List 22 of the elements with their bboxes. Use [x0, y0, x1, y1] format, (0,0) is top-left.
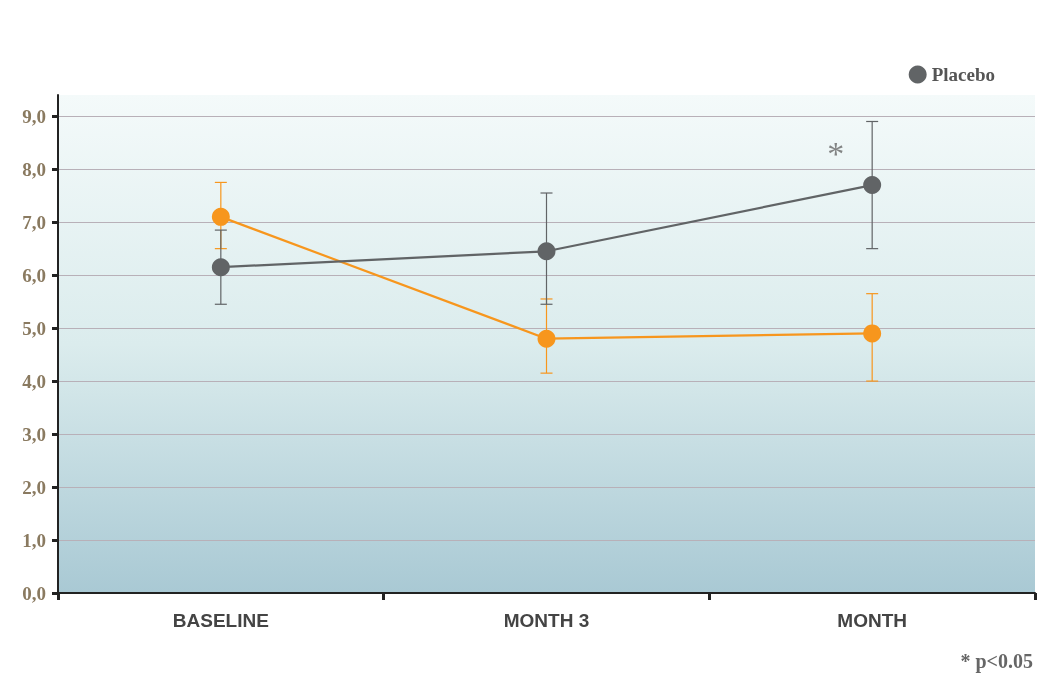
y-tick-label: 9,0 [22, 105, 46, 127]
point [537, 242, 556, 261]
x-tick-label: MONTH [837, 610, 907, 631]
x-tick-label: BASELINE [172, 610, 269, 631]
x-tick-label: MONTH 3 [503, 610, 590, 631]
y-tick-label: 8,0 [22, 158, 46, 180]
y-tick-label: 3,0 [22, 423, 46, 445]
annotation: * [827, 134, 845, 172]
legend-label: Placebo [931, 64, 996, 85]
y-tick-label: 7,0 [22, 211, 46, 233]
point [863, 176, 882, 195]
text: * p<0.05 [960, 650, 1034, 673]
y-tick-label: 0,0 [22, 582, 46, 604]
y-tick-label: 1,0 [22, 529, 46, 551]
y-tick-label: 4,0 [22, 370, 46, 392]
point [863, 324, 882, 343]
y-tick-label: 5,0 [22, 317, 46, 339]
y-tick-label: 2,0 [22, 476, 46, 498]
point [211, 207, 230, 226]
point [211, 258, 230, 277]
point [537, 329, 556, 348]
y-tick-label: 6,0 [22, 264, 46, 286]
